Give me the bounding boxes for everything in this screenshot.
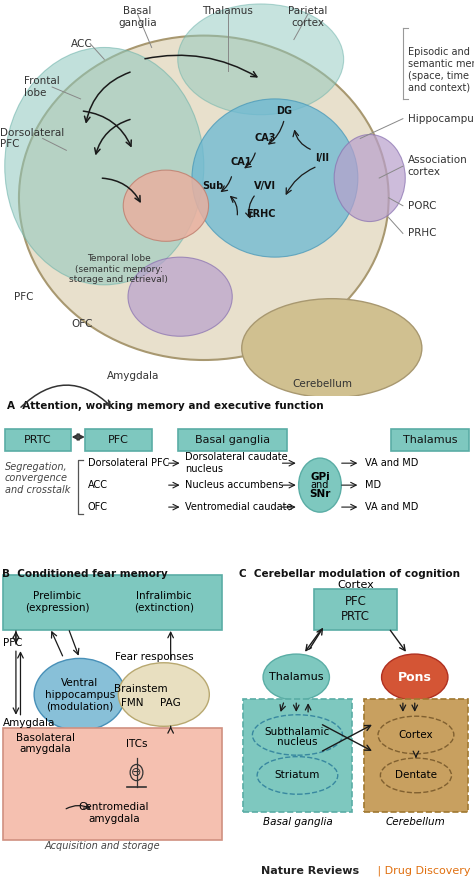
Text: FMN: FMN: [121, 698, 143, 709]
Text: Thalamus: Thalamus: [269, 672, 323, 682]
Text: Infralimbic
(extinction): Infralimbic (extinction): [134, 591, 194, 613]
Text: Nucleus accumbens: Nucleus accumbens: [185, 480, 283, 490]
Ellipse shape: [5, 47, 204, 284]
Text: Striatum: Striatum: [275, 771, 320, 781]
Text: PFC: PFC: [14, 292, 34, 301]
Text: ⊖: ⊖: [131, 766, 142, 779]
FancyBboxPatch shape: [364, 699, 468, 812]
Text: Basolateral
amygdala: Basolateral amygdala: [16, 733, 75, 755]
Ellipse shape: [34, 659, 125, 731]
Text: PRHC: PRHC: [408, 228, 436, 238]
Text: Amygdala: Amygdala: [107, 371, 159, 380]
Text: GPi: GPi: [310, 472, 330, 482]
FancyBboxPatch shape: [85, 428, 152, 451]
Text: Sub: Sub: [203, 181, 224, 191]
Text: OFC: OFC: [71, 319, 92, 330]
Text: ITCs: ITCs: [126, 739, 147, 749]
Text: PRTC: PRTC: [24, 435, 52, 444]
Text: Thalamus: Thalamus: [202, 6, 253, 16]
Text: Cortex: Cortex: [399, 730, 433, 740]
Text: Pons: Pons: [398, 670, 432, 684]
FancyBboxPatch shape: [314, 589, 397, 629]
Text: VA and MD: VA and MD: [365, 458, 419, 469]
Text: Subthalamic: Subthalamic: [265, 727, 330, 737]
Text: Cortex: Cortex: [337, 580, 374, 589]
Ellipse shape: [334, 134, 405, 221]
Text: I/II: I/II: [315, 153, 329, 164]
FancyBboxPatch shape: [3, 728, 222, 840]
Text: Dorsolateral
PFC: Dorsolateral PFC: [0, 128, 64, 149]
Text: OFC: OFC: [88, 502, 108, 512]
Text: Cerebellum: Cerebellum: [292, 379, 352, 388]
FancyBboxPatch shape: [178, 428, 287, 451]
Text: Dorsolateral PFC: Dorsolateral PFC: [88, 458, 169, 469]
Ellipse shape: [192, 99, 358, 257]
Text: Thalamus: Thalamus: [403, 435, 457, 444]
Text: Nature Reviews: Nature Reviews: [261, 866, 359, 877]
Text: Basal ganglia: Basal ganglia: [195, 435, 270, 444]
Ellipse shape: [123, 170, 209, 241]
Text: | Drug Discovery: | Drug Discovery: [374, 866, 471, 877]
Text: Centromedial
amygdala: Centromedial amygdala: [79, 802, 149, 824]
Text: Segregation,: Segregation,: [5, 461, 67, 471]
Text: Acquisition and storage: Acquisition and storage: [45, 841, 160, 851]
Text: Fear responses: Fear responses: [115, 652, 194, 662]
Text: PFC
PRTC: PFC PRTC: [341, 596, 370, 623]
Text: Ventral
hippocampus
(modulation): Ventral hippocampus (modulation): [45, 678, 115, 711]
Text: and crosstalk: and crosstalk: [5, 485, 70, 495]
Text: Ventromedial caudate: Ventromedial caudate: [185, 502, 292, 512]
Text: Association
cortex: Association cortex: [408, 156, 467, 177]
Text: SNr: SNr: [309, 489, 331, 499]
Text: CA1: CA1: [231, 157, 253, 167]
Text: CA3: CA3: [255, 133, 276, 143]
Text: DG: DG: [276, 106, 292, 116]
Ellipse shape: [19, 36, 389, 360]
Text: Hippocampus: Hippocampus: [408, 114, 474, 124]
Text: VA and MD: VA and MD: [365, 502, 419, 512]
Text: Basal
ganglia: Basal ganglia: [118, 6, 157, 28]
FancyBboxPatch shape: [5, 428, 71, 451]
FancyBboxPatch shape: [391, 428, 469, 451]
Text: Temporal lobe
(semantic memory:
storage and retrieval): Temporal lobe (semantic memory: storage …: [69, 254, 168, 284]
Text: Episodic and
semantic memory
(space, time
and context): Episodic and semantic memory (space, tim…: [408, 47, 474, 92]
FancyBboxPatch shape: [243, 699, 352, 812]
Text: Basal ganglia: Basal ganglia: [263, 817, 332, 827]
Text: ACC: ACC: [71, 38, 93, 49]
Text: C  Cerebellar modulation of cognition: C Cerebellar modulation of cognition: [239, 569, 460, 579]
Text: Frontal
lobe: Frontal lobe: [24, 76, 59, 98]
Text: and: and: [311, 480, 329, 490]
Ellipse shape: [299, 458, 341, 512]
Text: convergence: convergence: [5, 473, 68, 484]
Text: B  Conditioned fear memory: B Conditioned fear memory: [2, 569, 168, 579]
Text: PORC: PORC: [408, 201, 436, 211]
Text: V/VI: V/VI: [255, 181, 276, 191]
Text: Dentate: Dentate: [395, 771, 437, 781]
Text: PAG: PAG: [160, 698, 181, 709]
Ellipse shape: [242, 299, 422, 397]
Text: Prelimbic
(expression): Prelimbic (expression): [25, 591, 89, 613]
Text: Cerebellum: Cerebellum: [386, 817, 446, 827]
Text: PFC: PFC: [108, 435, 129, 444]
Text: nucleus: nucleus: [277, 737, 318, 747]
Ellipse shape: [128, 257, 232, 336]
Text: A  Attention, working memory and executive function: A Attention, working memory and executiv…: [7, 401, 324, 411]
Text: ERHC: ERHC: [246, 209, 275, 219]
Text: Brainstem: Brainstem: [114, 684, 168, 693]
Text: Amygdala: Amygdala: [3, 718, 56, 728]
Ellipse shape: [263, 654, 329, 701]
Text: Parietal
cortex: Parietal cortex: [288, 6, 328, 28]
Ellipse shape: [118, 662, 210, 726]
Text: MD: MD: [365, 480, 381, 490]
Ellipse shape: [382, 654, 448, 701]
FancyBboxPatch shape: [3, 574, 222, 629]
Text: Dorsolateral caudate
nucleus: Dorsolateral caudate nucleus: [185, 453, 288, 474]
Ellipse shape: [178, 4, 344, 115]
Text: ACC: ACC: [88, 480, 108, 490]
Text: PFC: PFC: [3, 637, 23, 647]
